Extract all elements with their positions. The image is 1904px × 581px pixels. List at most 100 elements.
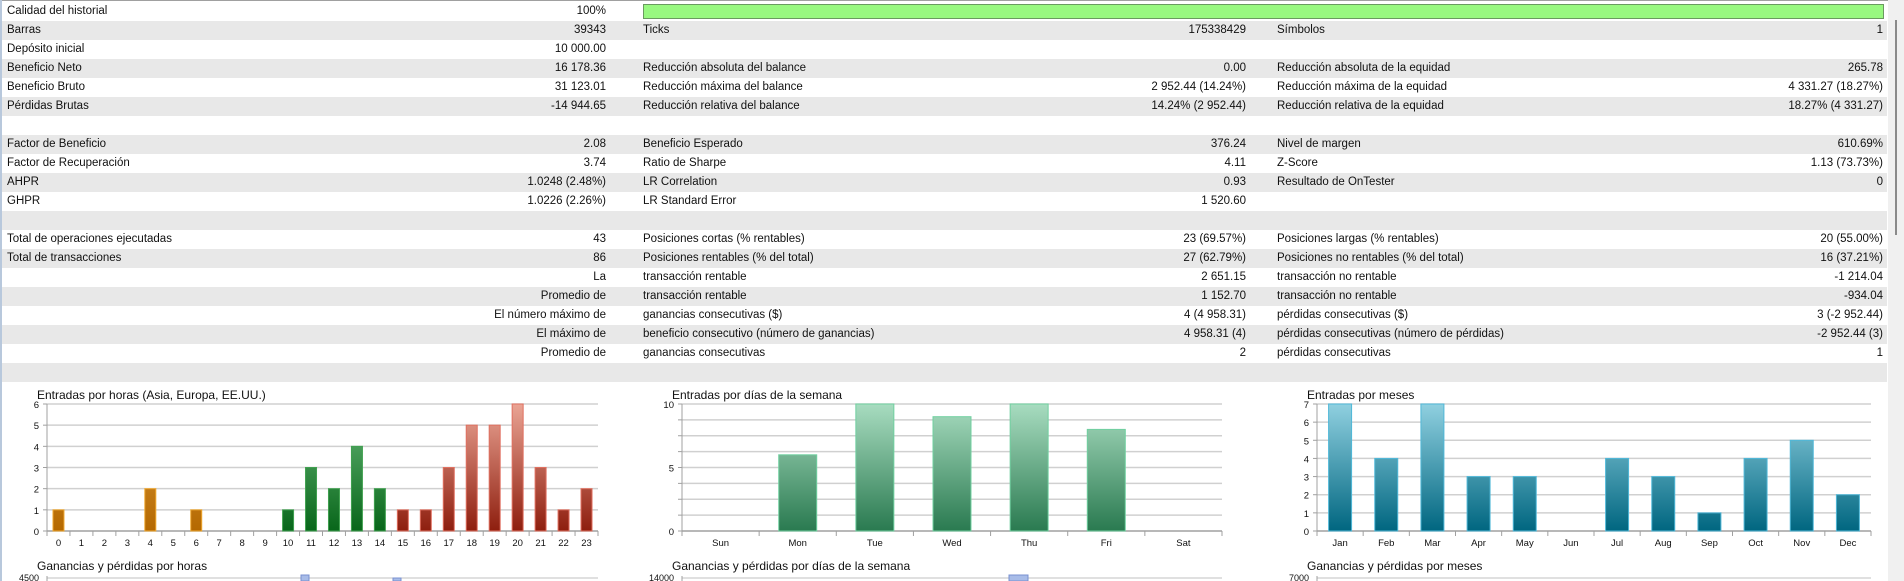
y-tick-label: 4 [1304,454,1309,465]
x-tick-label: 9 [262,538,267,549]
row-value-col1: 16 178.36 [554,62,606,74]
row-value-col3: 1.13 (73.73%) [1810,157,1883,169]
row-value-col1: 100% [576,5,606,17]
row-value-col1: 10 000.00 [554,43,606,55]
partial-chart-title: Ganancias y pérdidas por meses [1307,559,1482,573]
row-value-col1: 1.0248 (2.48%) [527,176,606,188]
bar-Thu [1009,403,1049,532]
row-label-col3: Reducción absoluta de la equidad [1277,62,1451,74]
left-border [0,0,2,581]
y-tick-label: 0 [1304,527,1309,538]
row-label-col1: AHPR [7,176,39,188]
x-tick-label: 3 [125,538,130,549]
x-tick-label: 20 [512,538,523,549]
bar-18 [465,424,478,532]
row-label-col2: Reducción absoluta del balance [643,62,807,74]
row-value-col2: 27 (62.79%) [1183,252,1246,264]
bar-Wed [932,416,972,532]
table-row: Depósito inicial 10 000.00 [2,40,1887,59]
row-value-col2: 14.24% (2 952.44) [1151,100,1246,112]
row-value-col3: 20 (55.00%) [1820,233,1883,245]
bar-4 [144,488,157,532]
table-row: Factor de Beneficio 2.08 Beneficio Esperad… [2,135,1887,154]
history-quality-bar [643,4,1884,19]
row-value-col3: 265.78 [1847,62,1883,74]
row-label-col3: Reducción relativa de la equidad [1277,100,1444,112]
x-tick-label: Dec [1839,538,1856,549]
x-tick-label: Aug [1655,538,1672,549]
row-label-col2: ganancias consecutivas [643,347,766,359]
row-label-col1: Barras [7,24,41,36]
row-value-col2: 4 958.31 (4) [1183,328,1246,340]
row-label-col2: Ratio de Sharpe [643,157,727,169]
x-tick-label: 21 [535,538,546,549]
x-tick-label: 7 [217,538,222,549]
bar-23 [580,488,593,532]
x-tick-label: May [1516,538,1534,549]
x-tick-label: 23 [581,538,592,549]
y-tick-label: 4 [34,442,39,453]
x-tick-label: 18 [466,538,477,549]
row-value-col3: -934.04 [1843,290,1883,302]
x-tick-label: 0 [56,538,61,549]
partial-chart-top-label: 4500 [19,573,39,581]
x-tick-label: 1 [79,538,84,549]
row-value-col3: 1 [1876,347,1883,359]
row-label-col2: Reducción máxima del balance [643,81,803,93]
row-value-col2: 175338429 [1188,24,1246,36]
x-tick-label: Apr [1471,538,1486,549]
row-label-col2: ganancias consecutivas ($) [643,309,783,321]
profit-bar-peek [392,577,402,581]
x-tick-label: Tue [867,538,883,549]
bar-10 [282,509,295,532]
x-tick-label: 22 [558,538,569,549]
bar-Nov [1789,439,1814,532]
row-label-col2: LR Standard Error [643,195,737,207]
bar-21 [534,467,547,532]
table-row: Total de operaciones ejecutadas 43 Posicio… [2,230,1887,249]
row-value-col3: 1 [1876,24,1883,36]
row-label-col3: Resultado de OnTester [1277,176,1395,188]
x-tick-label: 11 [306,538,316,549]
x-tick-label: 4 [148,538,153,549]
table-row: Promedio de transacción rentable 1 152.70 t… [2,287,1887,306]
bar-Sep [1697,512,1722,532]
x-tick-label: 6 [194,538,199,549]
row-value-col2: 0.93 [1223,176,1246,188]
row-label-col3: Z-Score [1277,157,1318,169]
scrollbar-thumb[interactable] [1895,20,1897,235]
profit-bar-peek [300,574,310,581]
partial-chart-title: Ganancias y pérdidas por días de la sema… [672,559,910,573]
row-value-col3: 610.69% [1837,138,1883,150]
bar-14 [373,488,386,532]
row-label-col3: transacción no rentable [1277,290,1397,302]
table-row: El número máximo de ganancias consecutiva… [2,306,1887,325]
row-value-col2: 0.00 [1223,62,1246,74]
row-label-col2: transacción rentable [643,290,747,302]
x-tick-label: Mon [788,538,806,549]
row-value-col1: 39343 [574,24,606,36]
x-tick-label: Sep [1701,538,1718,549]
partial-chart-title: Ganancias y pérdidas por horas [37,559,207,573]
bar-Jul [1605,457,1630,532]
row-label-col3: Posiciones largas (% rentables) [1277,233,1439,245]
chart-title: Entradas por meses [1307,388,1414,402]
vertical-scrollbar[interactable] [1888,0,1904,581]
row-value-col3: 0 [1876,176,1883,188]
row-value-col1: 2.08 [583,138,606,150]
x-tick-label: 14 [375,538,386,549]
y-tick-label: 3 [1304,473,1309,484]
bar-17 [442,467,455,532]
x-tick-label: 8 [239,538,244,549]
row-label-col3: Nivel de margen [1277,138,1361,150]
y-tick-label: 6 [34,400,39,411]
x-tick-label: 19 [489,538,500,549]
row-value-col3: -2 952.44 (3) [1817,328,1883,340]
row-label-col2: transacción rentable [643,271,747,283]
bar-Jan [1328,403,1353,532]
bar-Aug [1651,476,1676,532]
row-value-col3: 16 (37.21%) [1820,252,1883,264]
bar-22 [557,509,570,532]
row-value-col2: 23 (69.57%) [1183,233,1246,245]
table-row: La transacción rentable 2 651.15 transacció… [2,268,1887,287]
